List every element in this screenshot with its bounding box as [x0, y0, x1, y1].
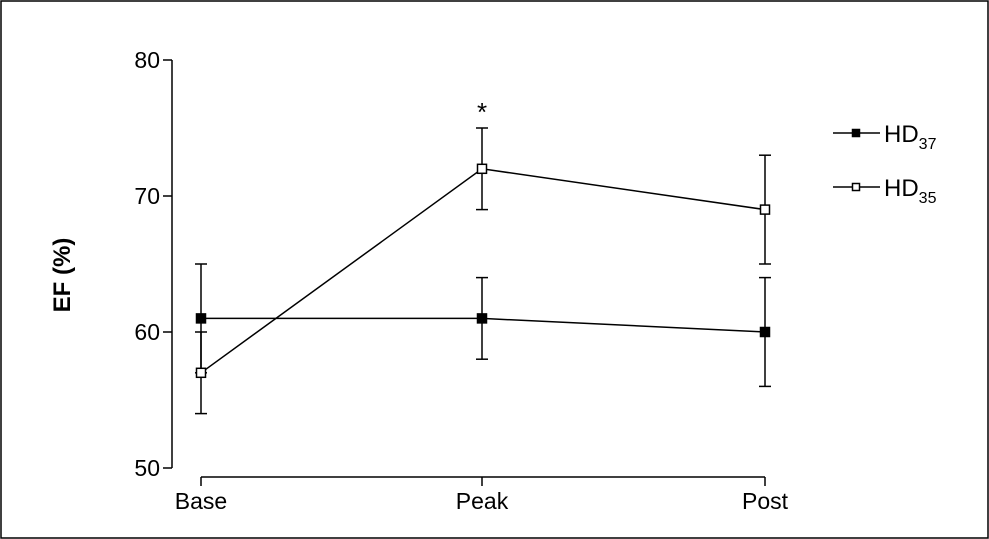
legend-marker [851, 128, 861, 138]
data-point [195, 313, 207, 324]
data-point [195, 367, 207, 379]
x-tick-label: Base [175, 488, 227, 514]
legend-marker [851, 182, 861, 192]
axes: 50 60 70 80 Base Peak Post [134, 47, 788, 514]
y-axis-label: EF (%) [49, 238, 76, 313]
data-points [195, 163, 771, 379]
y-tick-label: 80 [134, 47, 160, 73]
data-point [759, 204, 771, 215]
data-point [759, 326, 771, 338]
legend-label-subscript: 37 [919, 136, 937, 153]
significance-marker: * [477, 97, 487, 127]
y-tick-label: 70 [134, 183, 160, 209]
annotations: * [477, 97, 487, 127]
x-tick-label: Peak [456, 488, 509, 514]
data-point [476, 313, 488, 324]
legend-label-subscript: 35 [919, 190, 937, 207]
data-point [476, 163, 488, 175]
y-tick-label: 60 [134, 319, 160, 345]
y-tick-label: 50 [134, 455, 160, 481]
x-tick-label: Post [742, 488, 789, 514]
